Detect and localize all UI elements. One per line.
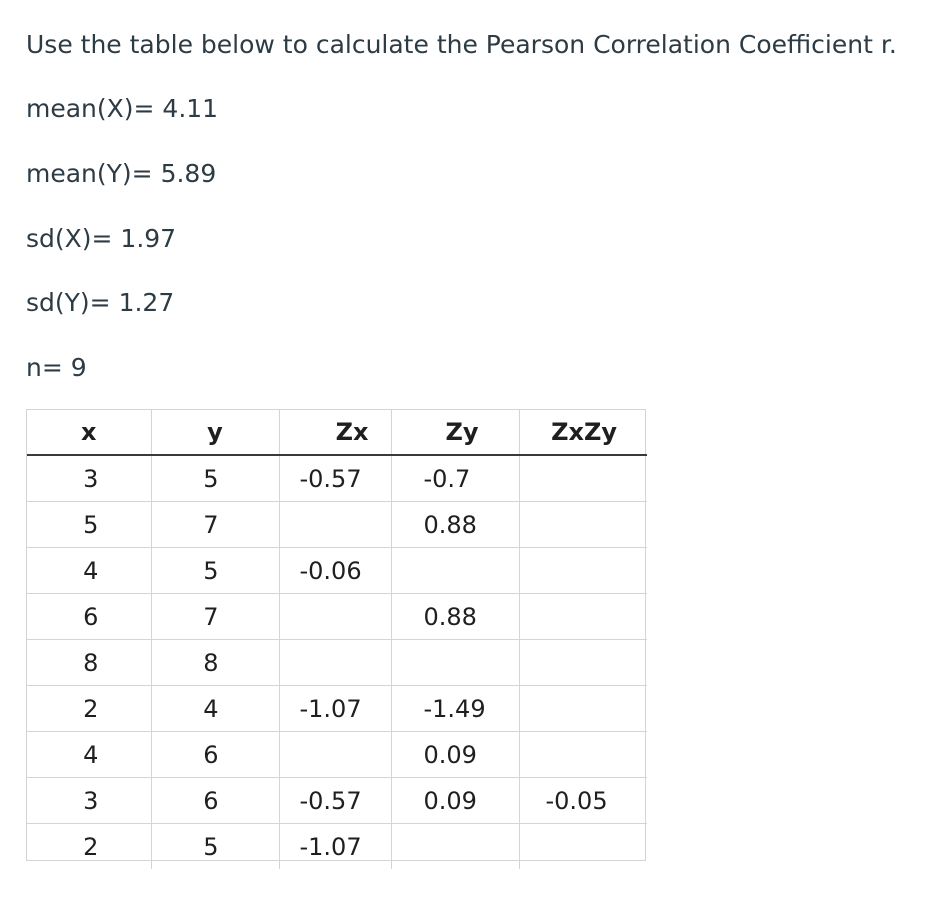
sd-x-text: sd(X)= 1.97	[26, 224, 177, 253]
cell-x: 3	[27, 454, 151, 502]
header-y: y	[150, 410, 279, 456]
cell-zxzy	[518, 639, 647, 686]
cell-zx	[278, 593, 391, 640]
cell-zx: -0.06	[278, 547, 391, 594]
cell-y: 7	[150, 593, 279, 640]
table-row: 6 7 0.88	[27, 593, 647, 640]
cell-y: 5	[150, 454, 279, 502]
table-row: 4 5 -0.06	[27, 547, 647, 594]
cell-zy: -1.49	[390, 685, 519, 732]
header-zx: Zx	[278, 410, 391, 456]
header-zy: Zy	[390, 410, 519, 456]
cell-y: 5	[150, 823, 279, 869]
cell-y: 8	[150, 639, 279, 686]
mean-y-text: mean(Y)= 5.89	[26, 159, 217, 188]
cell-x: 5	[27, 501, 151, 548]
cell-zxzy	[518, 501, 647, 548]
cell-x: 6	[27, 593, 151, 640]
cell-zx	[278, 639, 391, 686]
table-row: 2 4 -1.07 -1.49	[27, 685, 647, 732]
cell-zxzy	[518, 454, 647, 502]
cell-zy: 0.88	[390, 593, 519, 640]
cell-zxzy	[518, 731, 647, 778]
table-row: 3 6 -0.57 0.09 -0.05	[27, 777, 647, 824]
cell-zx	[278, 731, 391, 778]
cell-x: 8	[27, 639, 151, 686]
table-header-row: x y Zx Zy ZxZy	[27, 410, 647, 456]
cell-zy: -0.7	[390, 454, 519, 502]
mean-x-text: mean(X)= 4.11	[26, 94, 219, 123]
table-row: 8 8	[27, 639, 647, 686]
cell-zxzy	[518, 823, 647, 869]
cell-zxzy	[518, 547, 647, 594]
cell-zy	[390, 639, 519, 686]
data-table: x y Zx Zy ZxZy 3 5 -0.57 -0.7 5 7 0.88	[27, 410, 647, 869]
cell-y: 7	[150, 501, 279, 548]
cell-zxzy	[518, 685, 647, 732]
header-x: x	[27, 410, 151, 456]
table-row: 4 6 0.09	[27, 731, 647, 778]
cell-zx	[278, 501, 391, 548]
table-row: 2 5 -1.07	[27, 823, 647, 869]
cell-x: 3	[27, 777, 151, 824]
cell-zy: 0.88	[390, 501, 519, 548]
cell-zy	[390, 823, 519, 869]
cell-zxzy: -0.05	[518, 777, 647, 824]
sd-y-text: sd(Y)= 1.27	[26, 288, 175, 317]
cell-zx: -1.07	[278, 685, 391, 732]
cell-zy	[390, 547, 519, 594]
cell-y: 4	[150, 685, 279, 732]
cell-x: 4	[27, 731, 151, 778]
cell-x: 2	[27, 823, 151, 869]
sample-size-text: n= 9	[26, 353, 87, 382]
cell-zx: -0.57	[278, 454, 391, 502]
cell-x: 2	[27, 685, 151, 732]
cell-zy: 0.09	[390, 731, 519, 778]
table-row: 5 7 0.88	[27, 501, 647, 548]
cell-y: 6	[150, 731, 279, 778]
table-row: 3 5 -0.57 -0.7	[27, 454, 647, 502]
cell-zx: -1.07	[278, 823, 391, 869]
cell-zxzy	[518, 593, 647, 640]
cell-y: 5	[150, 547, 279, 594]
cell-zy: 0.09	[390, 777, 519, 824]
cell-y: 6	[150, 777, 279, 824]
data-table-image: x y Zx Zy ZxZy 3 5 -0.57 -0.7 5 7 0.88	[26, 409, 647, 869]
question-prompt: Use the table below to calculate the Pea…	[26, 30, 897, 59]
cell-x: 4	[27, 547, 151, 594]
header-zxzy: ZxZy	[518, 410, 647, 456]
cell-zx: -0.57	[278, 777, 391, 824]
